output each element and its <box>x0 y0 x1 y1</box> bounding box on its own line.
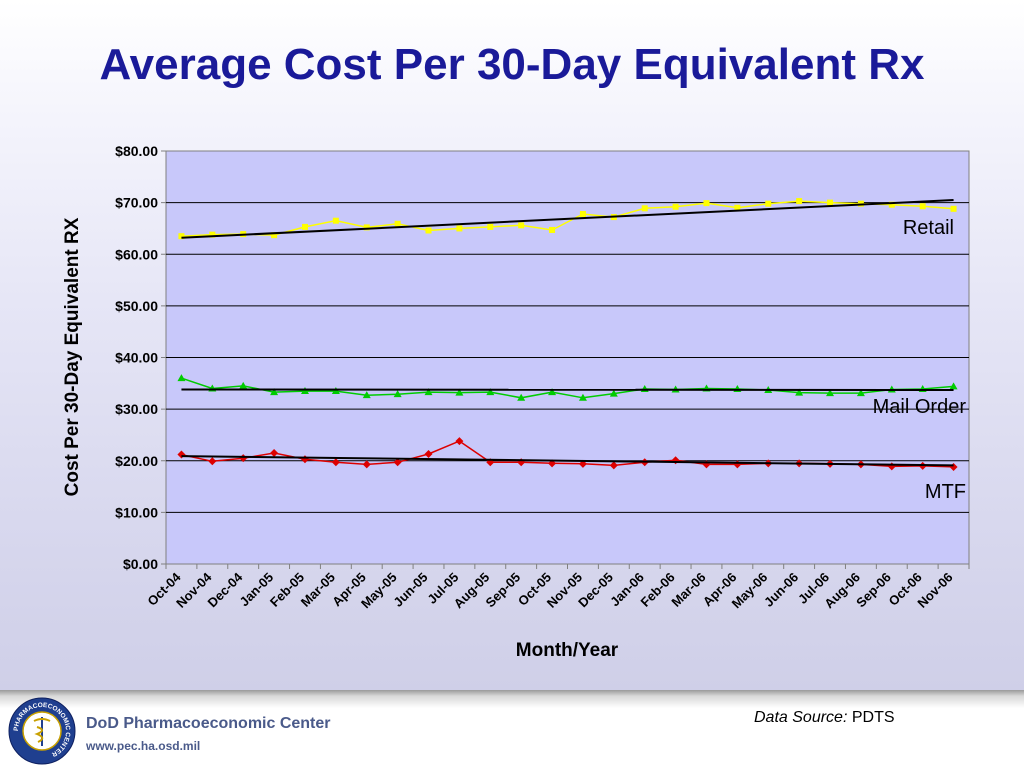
data-point-mail-order <box>609 389 618 397</box>
data-point-retail <box>765 200 772 207</box>
x-tick-label: Nov-06 <box>914 570 955 611</box>
data-point-retail <box>579 210 586 217</box>
data-point-mtf <box>609 461 618 470</box>
data-point-retail <box>734 204 741 211</box>
x-tick-label: Dec-04 <box>205 569 246 610</box>
org-name: DoD Pharmacoeconomic Center <box>86 715 331 732</box>
y-tick-label: $30.00 <box>115 401 158 417</box>
data-point-mtf <box>331 458 340 467</box>
y-axis-title: Cost Per 30-Day Equivalent RX <box>62 217 83 496</box>
data-point-retail <box>363 224 370 231</box>
data-source-label: Data Source: <box>754 709 848 726</box>
data-point-mtf <box>270 449 279 458</box>
y-tick-label: $10.00 <box>115 504 158 520</box>
trend-line-mtf <box>181 455 954 467</box>
data-point-mail-order <box>486 388 495 396</box>
series-line-mail-order <box>181 377 954 399</box>
data-source-value: PDTS <box>851 709 895 726</box>
data-point-mail-order <box>826 389 835 397</box>
y-axis-ticks: $0.00 $10.00 $20.00 $30.00 $40.00 $50.00 $60.0… <box>115 143 166 572</box>
data-point-retail <box>641 205 648 212</box>
series-label-mail-order: Mail Order <box>873 396 967 418</box>
data-point-mail-order <box>393 390 402 398</box>
series-line-retail <box>181 200 954 237</box>
data-point-retail <box>209 231 216 238</box>
data-point-mail-order <box>856 389 865 397</box>
x-tick-label: Jun-06 <box>761 570 801 610</box>
pharmacoeconomic-center-seal-icon: PHARMACOECONOMIC CENTER <box>8 697 76 765</box>
data-point-retail <box>518 222 525 229</box>
series-label-retail: Retail <box>903 217 954 239</box>
data-point-retail <box>549 226 556 233</box>
data-point-mail-order <box>455 388 464 396</box>
data-point-mail-order <box>578 393 587 401</box>
data-point-retail <box>394 220 401 227</box>
series-label-mtf: MTF <box>925 481 966 503</box>
data-point-retail <box>487 223 494 230</box>
data-point-mtf <box>424 450 433 459</box>
slide-title: Average Cost Per 30-Day Equivalent Rx <box>99 40 925 89</box>
data-point-retail <box>796 198 803 205</box>
y-tick-label: $70.00 <box>115 195 158 211</box>
x-tick-label: Mar-06 <box>668 570 708 610</box>
data-point-mail-order <box>362 391 371 399</box>
data-point-mail-order <box>795 388 804 396</box>
data-point-retail <box>456 225 463 232</box>
series-layer <box>177 198 958 471</box>
y-tick-label: $20.00 <box>115 453 158 469</box>
x-axis-title: Month/Year <box>516 640 619 661</box>
data-point-mail-order <box>424 388 433 396</box>
y-tick-label: $0.00 <box>123 556 158 572</box>
line-chart: $0.00 $10.00 $20.00 $30.00 $40.00 $50.00 $60.0… <box>62 143 970 661</box>
data-point-mail-order <box>548 388 557 396</box>
x-axis-ticks: Oct-04Nov-04Dec-04Jan-05Feb-05Mar-05Apr-… <box>144 564 970 611</box>
trend-line-mail-order <box>181 388 954 392</box>
x-tick-label: Jun-05 <box>390 570 430 610</box>
x-tick-label: Mar-05 <box>298 570 338 610</box>
x-tick-label: Sep-05 <box>483 570 524 611</box>
data-point-retail <box>919 203 926 210</box>
y-tick-label: $60.00 <box>115 246 158 262</box>
data-point-retail <box>271 232 278 239</box>
data-point-retail <box>888 201 895 208</box>
trend-line-retail <box>181 199 954 239</box>
data-point-retail <box>178 233 185 240</box>
y-tick-label: $50.00 <box>115 298 158 314</box>
data-point-retail <box>301 223 308 230</box>
data-point-retail <box>332 217 339 224</box>
data-point-mail-order <box>270 388 279 396</box>
data-point-retail <box>425 227 432 234</box>
data-point-mail-order <box>177 374 186 382</box>
grid-lines <box>166 202 969 513</box>
y-tick-label: $80.00 <box>115 143 158 159</box>
data-point-mail-order <box>517 393 526 401</box>
y-tick-label: $40.00 <box>115 350 158 366</box>
data-point-mtf <box>208 457 217 466</box>
org-url-link[interactable]: www.pec.ha.osd.mil <box>86 739 201 753</box>
data-point-retail <box>703 200 710 207</box>
x-tick-label: Dec-05 <box>575 570 616 611</box>
data-point-retail <box>672 203 679 210</box>
data-point-mtf <box>455 437 464 446</box>
data-source: Data Source: PDTS <box>754 709 895 727</box>
x-tick-label: Sep-06 <box>853 570 894 611</box>
data-point-mail-order <box>239 381 248 389</box>
data-point-mtf <box>393 458 402 467</box>
data-point-retail <box>827 199 834 206</box>
data-point-mail-order <box>949 382 958 390</box>
footer-bar <box>0 690 1024 768</box>
data-point-mtf <box>362 460 371 469</box>
data-point-retail <box>950 205 957 212</box>
